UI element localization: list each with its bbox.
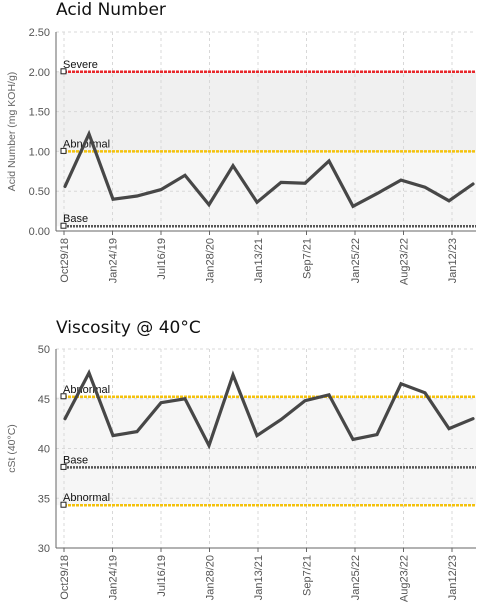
x-tick-label-0: Oct29/18 [59,238,71,283]
x-tick-label-8: Jan12/23 [447,555,459,600]
x-tick-label-3: Jan28/20 [205,238,217,283]
reference-marker-1 [60,147,67,154]
x-tick-label-5: Sep7/21 [302,238,314,279]
y-tick-label-2: 1.00 [29,146,50,158]
y-axis-label: cSt (40°C) [6,424,18,473]
viscosity-chart: 30 35 40 45 50 cSt (40°C) Oct29/18 Jan24/19 Jul1… [6,344,476,602]
y-axis-label: Acid Number (mg KOH/g) [6,72,18,192]
x-tick-label-4: Jan13/21 [253,555,265,600]
reference-marker-2 [60,501,67,508]
acid-number-chart: 0.00 0.50 1.00 1.50 2.00 2.50 Acid Number (mg … [6,27,476,285]
viscosity-title: Viscosity @ 40°C [56,318,201,338]
x-tick-label-5: Sep7/21 [302,555,314,596]
x-tick-label-7: Aug23/22 [399,555,411,602]
x-tick-label-2: Jul16/19 [156,555,168,597]
acid-number-title: Acid Number [56,0,166,20]
x-tick-label-2: Jul16/19 [156,238,168,280]
x-tick-label-1: Jan24/19 [108,238,120,283]
reference-label-1: Base [63,454,88,466]
reference-label-2: Abnormal [63,492,110,504]
y-tick-label-5: 2.50 [29,27,50,39]
shaded-band-0 [56,396,476,506]
x-tick-label-4: Jan13/21 [253,238,265,283]
y-tick-label-3: 1.50 [29,107,50,119]
y-tick-label-0: 0.00 [29,226,50,238]
x-tick-label-6: Jan25/22 [350,238,362,283]
y-tick-label-0: 30 [38,543,50,555]
y-tick-label-4: 50 [38,344,50,356]
x-tick-label-3: Jan28/20 [205,555,217,600]
reference-label-0: Severe [63,59,98,71]
shaded-band-0 [56,151,476,227]
reference-marker-2 [60,222,67,229]
reference-marker-0 [60,68,67,75]
x-tick-label-7: Aug23/22 [399,238,411,285]
x-tick-label-1: Jan24/19 [108,555,120,600]
reference-label-0: Abnormal [63,384,110,396]
series-line-0 [63,369,475,450]
y-tick-label-1: 0.50 [29,186,50,198]
reference-marker-0 [60,393,67,400]
reference-label-1: Abnormal [63,138,110,150]
series-line-0 [63,129,475,209]
y-tick-label-1: 35 [38,493,50,505]
x-tick-label-6: Jan25/22 [350,555,362,600]
y-tick-label-3: 45 [38,394,50,406]
reference-label-2: Base [63,213,88,225]
x-tick-label-8: Jan12/23 [447,238,459,283]
reference-marker-1 [60,463,67,470]
x-tick-label-0: Oct29/18 [59,555,71,600]
y-tick-label-2: 40 [38,444,50,456]
y-tick-label-4: 2.00 [29,67,50,79]
